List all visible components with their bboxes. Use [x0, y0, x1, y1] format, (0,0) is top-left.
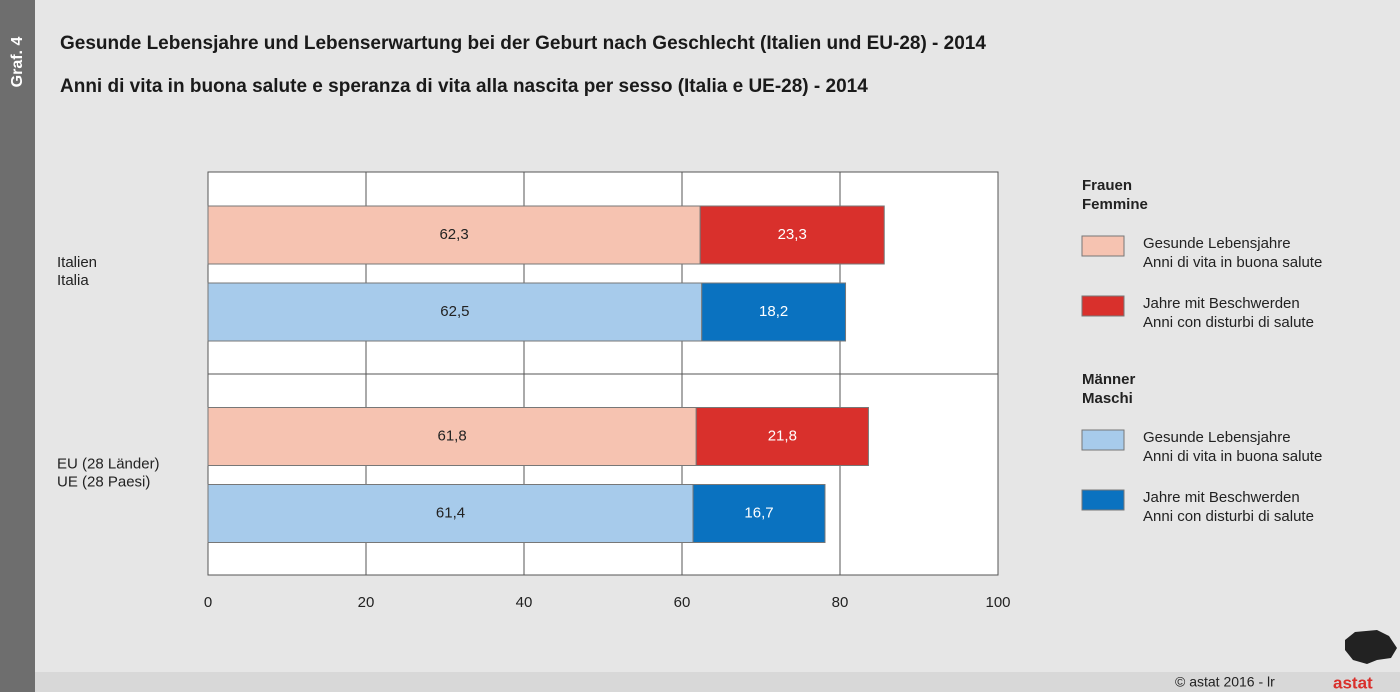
legend-label: Anni di vita in buona salute [1143, 448, 1322, 465]
x-tick-label: 100 [985, 594, 1010, 611]
logo-icon [1345, 630, 1397, 664]
legend-label: Gesunde Lebensjahre [1143, 429, 1291, 446]
legend-label: Anni con disturbi di salute [1143, 508, 1314, 525]
legend-label: Anni di vita in buona salute [1143, 254, 1322, 271]
bar-segment [207, 407, 697, 466]
value-label: 16,7 [744, 504, 773, 521]
bar-segment [207, 205, 701, 265]
chart-title: Gesunde Lebensjahre und Lebenserwartung … [60, 33, 986, 54]
value-label: 62,5 [440, 303, 469, 320]
x-tick-label: 60 [674, 594, 691, 611]
legend-group-title: Männer [1082, 371, 1136, 388]
category-label: UE (28 Paesi) [57, 473, 150, 490]
category-label: EU (28 Länder) [57, 455, 160, 472]
x-tick-label: 80 [832, 594, 849, 611]
legend-swatch [1081, 235, 1125, 257]
bar-segment [695, 407, 869, 466]
legend-label: Anni con disturbi di salute [1143, 314, 1314, 331]
value-label: 62,3 [439, 226, 468, 243]
legend-label: Jahre mit Beschwerden [1143, 489, 1300, 506]
legend-label: Gesunde Lebensjahre [1143, 235, 1291, 252]
value-label: 61,8 [438, 427, 467, 444]
value-label: 21,8 [768, 427, 797, 444]
side-label: Graf. 4 [9, 37, 26, 88]
credit: © astat 2016 - lr [1175, 674, 1275, 690]
legend-group-title: Maschi [1082, 390, 1133, 407]
bar-segment [692, 484, 826, 543]
bar-segment [699, 205, 885, 265]
x-tick-label: 20 [358, 594, 375, 611]
side-strip [0, 0, 35, 692]
footer-band [0, 672, 1400, 692]
legend-label: Jahre mit Beschwerden [1143, 295, 1300, 312]
logo: astat [1333, 673, 1373, 692]
bar-segment [701, 282, 847, 342]
category-label: Italia [57, 272, 89, 289]
legend-group-title: Femmine [1082, 196, 1148, 213]
value-label: 61,4 [436, 504, 465, 521]
bar-segment [207, 282, 703, 342]
category-label: Italien [57, 254, 97, 271]
bar-segment [207, 484, 694, 543]
x-tick-label: 40 [516, 594, 533, 611]
legend-group-title: Frauen [1082, 177, 1132, 194]
legend-swatch [1081, 295, 1125, 317]
value-label: 23,3 [778, 226, 807, 243]
chart-subtitle: Anni di vita in buona salute e speranza … [60, 76, 868, 97]
x-tick-label: 0 [204, 594, 212, 611]
legend-swatch [1081, 429, 1125, 451]
value-label: 18,2 [759, 303, 788, 320]
legend-swatch [1081, 489, 1125, 511]
